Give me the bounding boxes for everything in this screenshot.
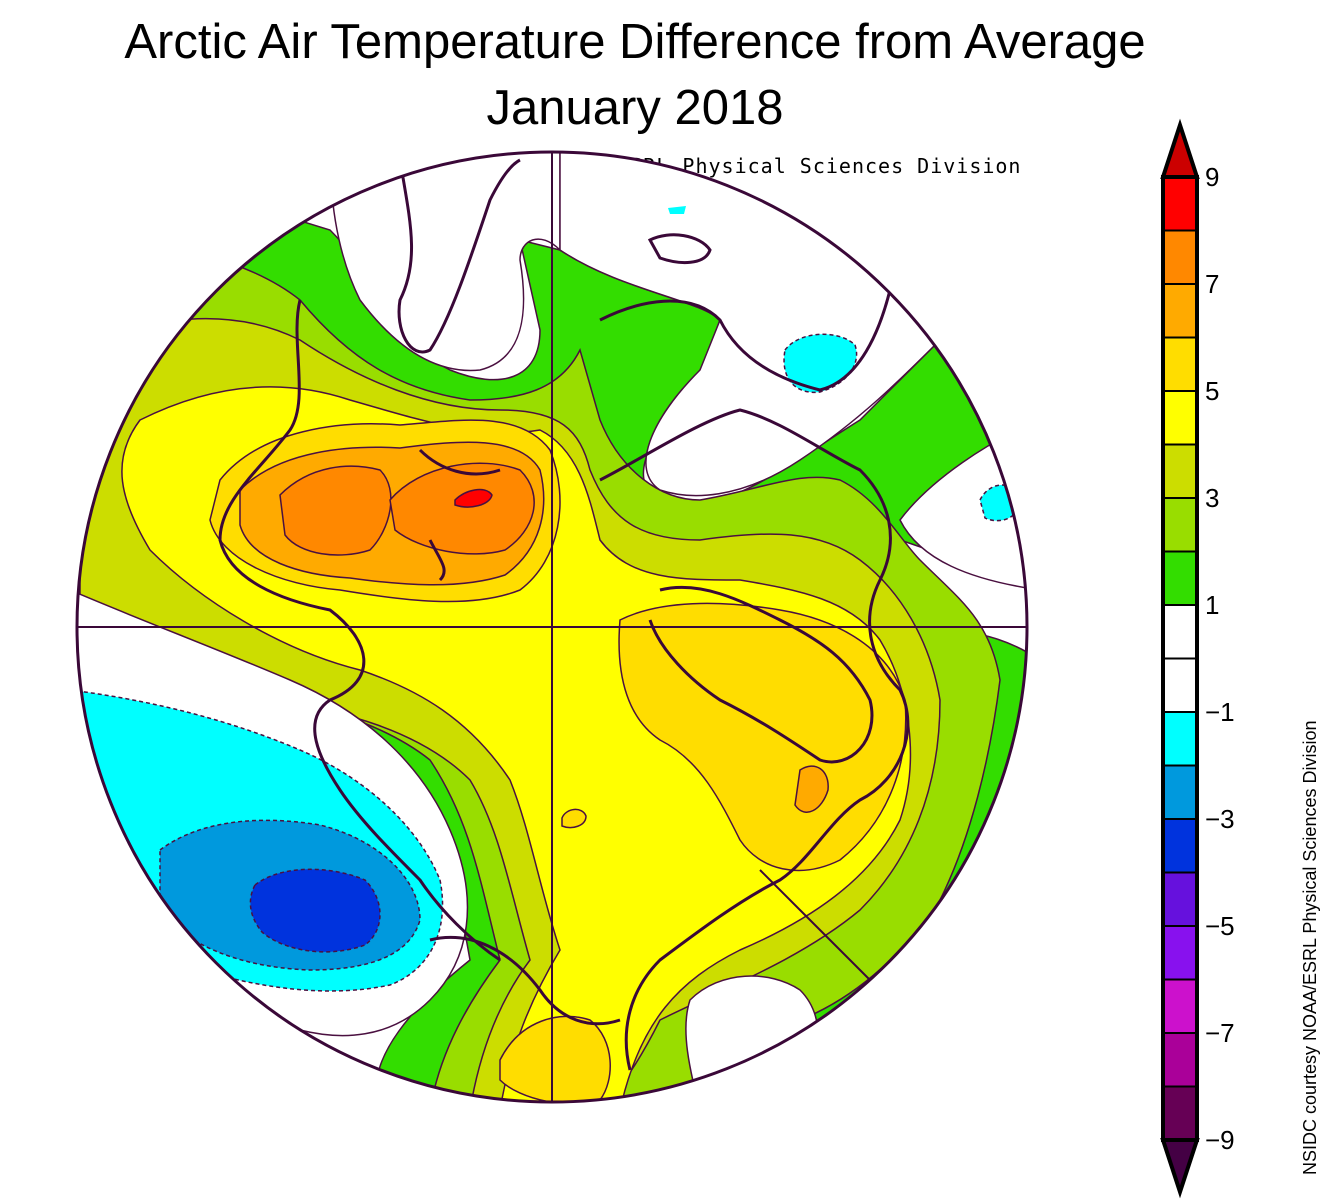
coastline-alaska [429, 935, 621, 1026]
colorbar-bin-7 [1162, 550, 1198, 606]
colorbar-bin-16 [1162, 1032, 1198, 1088]
colorbar-bin-4 [1162, 390, 1198, 446]
colorbar-bin-11 [1162, 764, 1198, 820]
colorbar-bin-5 [1162, 443, 1198, 499]
region-red [454, 488, 493, 508]
colorbar-bin-15 [1162, 978, 1198, 1034]
colorbar-label-0: 9 [1205, 162, 1219, 192]
map-title: Arctic Air Temperature Difference from A… [124, 15, 1146, 69]
colorbar-label-2: 5 [1205, 376, 1219, 406]
coastline-hudson [418, 448, 501, 582]
colorbar-label-1: 7 [1205, 269, 1219, 299]
colorbar-bin-0 [1162, 176, 1198, 232]
colorbar-bin-6 [1162, 497, 1198, 553]
region-orange-west [279, 465, 392, 556]
region-gold-east [618, 602, 907, 872]
colorbar-bin-10 [1162, 711, 1198, 767]
colorbar-frame [1161, 175, 1199, 1142]
coastline-scandinavia [599, 289, 892, 392]
colorbar-bin-17 [1162, 1085, 1198, 1141]
region-gold-south [499, 1015, 611, 1102]
colorbar: 9 7 5 3 1 −1 −3 −5 −7 −9 [1160, 118, 1235, 1199]
coastline-siberia [599, 408, 910, 1071]
colorbar-bin-14 [1162, 925, 1198, 981]
colorbar-label-5: −1 [1205, 697, 1235, 727]
colorbar-under-arrow [1160, 1138, 1200, 1199]
colorbar-bin-13 [1162, 871, 1198, 927]
region-cyan-north [668, 206, 686, 214]
colorbar-bin-12 [1162, 818, 1198, 874]
coastline-svalbard [647, 233, 712, 264]
colorbar-label-7: −5 [1205, 911, 1235, 941]
meridian-diagonal-southeast [759, 869, 881, 991]
colorbar-bin-3 [1162, 336, 1198, 392]
colorbar-label-6: −3 [1205, 804, 1235, 834]
colorbar-label-4: 1 [1205, 590, 1219, 620]
colorbar-over-arrow [1160, 118, 1200, 179]
region-orange-light-east [794, 765, 829, 813]
region-white-northwest [329, 152, 561, 372]
region-blue [249, 868, 381, 953]
region-white-southeast [685, 975, 819, 1102]
map-border [75, 150, 1029, 1104]
coastline-canada [218, 299, 501, 962]
colorbar-bin-8 [1162, 604, 1198, 660]
colorbar-bin-1 [1162, 229, 1198, 285]
colorbar-label-8: −7 [1205, 1018, 1235, 1048]
colorbar-label-9: −9 [1205, 1125, 1235, 1155]
colorbar-bin-9 [1162, 657, 1198, 713]
colorbar-label-3: 3 [1205, 483, 1219, 513]
coastlines [218, 158, 910, 1071]
region-gold-island [561, 808, 587, 829]
coastline-arctic-islands [648, 585, 874, 764]
map-subtitle: January 2018 [486, 81, 784, 135]
coastline-greenland [397, 158, 521, 354]
colorbar-bin-2 [1162, 283, 1198, 339]
region-cyan-northeast [783, 333, 858, 394]
